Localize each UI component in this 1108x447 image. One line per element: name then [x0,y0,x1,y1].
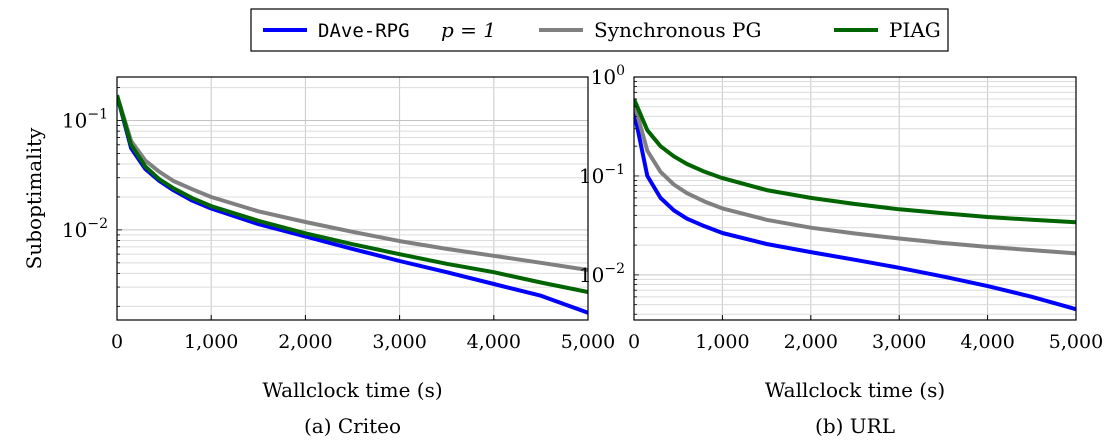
series-line-synchronous-pg [634,102,1076,256]
x-tick-label: 5,000 [1049,331,1103,353]
x-tick-label: 1,000 [695,331,749,353]
legend-label-synchronous-pg: Synchronous PG [594,18,761,42]
x-tick-label: 0 [628,331,640,353]
y-tick-label: 10−1 [579,162,625,188]
x-tick-label: 4,000 [960,331,1014,353]
y-tick-label: 100 [591,63,625,89]
y-axis-label-criteo: Suboptimality [22,127,46,269]
y-tick-label: 10−2 [579,261,625,287]
caption-url: (b) URL [815,414,895,438]
legend-label-dave-rpg: DAve-RPG [318,20,410,42]
x-tick-label: 2,000 [784,331,838,353]
x-tick-label: 2,000 [278,331,332,353]
x-tick-label: 0 [111,331,123,353]
x-axis-label-url: Wallclock time (s) [765,378,945,402]
series-line-dave-rpg-p-1 [634,110,1076,312]
series-line-piag [117,94,588,295]
series-lines-url [634,98,1076,312]
legend-frame [250,8,949,52]
caption-criteo: (a) Criteo [304,414,401,438]
tick-labels-url: 0 1,000 2,000 3,000 4,000 5,000 100 10−1 10−2 [579,63,1103,353]
x-axis-label-criteo: Wallclock time (s) [262,378,442,402]
series-line-piag [634,98,1076,225]
chart-panel-criteo: 0 1,000 2,000 3,000 4,000 5,000 10−1 10−2 Subop… [22,76,615,438]
legend: DAve-RPG p = 1 Synchronous PG PIAG [250,8,949,52]
x-tick-label: 3,000 [872,331,926,353]
y-tick-label: 10−1 [62,107,108,133]
tick-labels-criteo: 0 1,000 2,000 3,000 4,000 5,000 10−1 10−2 [62,87,615,353]
series-line-synchronous-pg [117,94,588,272]
series-lines-criteo [117,94,588,315]
x-tick-label: 1,000 [184,331,238,353]
x-tick-label: 3,000 [372,331,426,353]
chart-panel-url: 0 1,000 2,000 3,000 4,000 5,000 100 10−1 10−2 Wa… [579,63,1103,438]
plot-frame-url [633,76,1077,321]
grid-criteo [117,77,588,320]
series-line-dave-rpg-p-1 [117,94,588,315]
x-tick-label: 4,000 [467,331,521,353]
plot-frame-criteo [116,76,589,321]
legend-label-dave-rpg-param: p = 1 [441,18,496,42]
legend-label-piag: PIAG [889,18,941,42]
x-tick-label: 5,000 [561,331,615,353]
y-tick-label: 10−2 [62,216,108,242]
